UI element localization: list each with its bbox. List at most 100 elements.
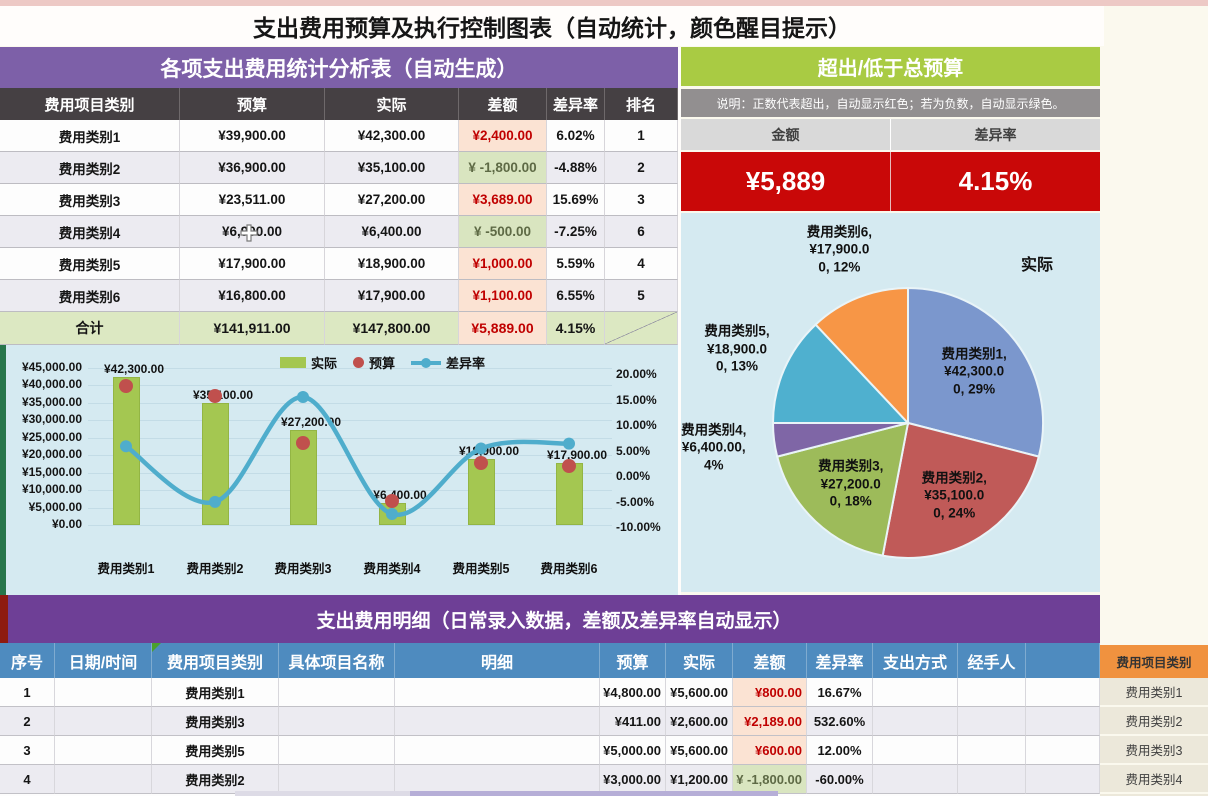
bar-actual[interactable] xyxy=(468,459,495,525)
budget-point[interactable] xyxy=(474,455,488,470)
cell-detail[interactable] xyxy=(395,765,600,794)
cell-rate[interactable]: -7.25% xyxy=(547,216,605,248)
pie-slice[interactable] xyxy=(775,421,910,557)
cell-date[interactable] xyxy=(55,765,152,794)
budget-point[interactable] xyxy=(562,459,576,474)
pie-slice[interactable] xyxy=(907,286,1044,458)
combo-chart[interactable]: ¥45,000.00 ¥40,000.00 ¥35,000.00 ¥30,000.00… xyxy=(0,345,678,595)
cell-blank[interactable] xyxy=(1026,765,1100,794)
cell-blank[interactable] xyxy=(1026,736,1100,765)
detail-column-header[interactable]: 费用项目类别 xyxy=(152,643,279,678)
cell-diff[interactable]: ¥3,689.00 xyxy=(459,184,547,216)
bottom-scroll-thumb[interactable] xyxy=(410,791,778,796)
detail-column-header[interactable]: 明细 xyxy=(395,643,600,678)
variance-line[interactable] xyxy=(0,345,678,595)
detail-column-header[interactable]: 经手人 xyxy=(958,643,1026,678)
cell-category[interactable]: 费用类别3 xyxy=(152,707,279,736)
sidebar-list-item[interactable]: 费用类别1 xyxy=(1100,678,1208,707)
cell-rate[interactable]: 532.60% xyxy=(807,707,873,736)
cell-budget[interactable]: ¥4,800.00 xyxy=(600,678,666,707)
detail-column-header[interactable] xyxy=(1026,643,1100,678)
cell-rate[interactable]: 16.67% xyxy=(807,678,873,707)
cell-no[interactable]: 1 xyxy=(0,678,55,707)
cell-budget[interactable]: ¥411.00 xyxy=(600,707,666,736)
cell-rate[interactable]: -4.88% xyxy=(547,152,605,184)
total-cell[interactable]: 4.15% xyxy=(547,312,605,345)
cell-date[interactable] xyxy=(55,678,152,707)
cell-date[interactable] xyxy=(55,707,152,736)
cell-rate[interactable]: 15.69% xyxy=(547,184,605,216)
cell-diff[interactable]: ¥ -500.00 xyxy=(459,216,547,248)
cell-diff[interactable]: ¥ -1,800.00 xyxy=(459,152,547,184)
cell-actual[interactable]: ¥6,400.00 xyxy=(325,216,459,248)
cell-rate[interactable]: 6.55% xyxy=(547,280,605,312)
cell-actual[interactable]: ¥5,600.00 xyxy=(666,736,733,765)
cell-item[interactable] xyxy=(279,678,395,707)
summary-column-header[interactable]: 排名 xyxy=(605,88,678,120)
cell-budget[interactable]: ¥5,000.00 xyxy=(600,736,666,765)
detail-column-header[interactable]: 差异率 xyxy=(807,643,873,678)
cell-handler[interactable] xyxy=(958,707,1026,736)
cell-budget[interactable]: ¥39,900.00 xyxy=(180,120,325,152)
cell-detail[interactable] xyxy=(395,707,600,736)
cell-handler[interactable] xyxy=(958,765,1026,794)
cell-rank[interactable]: 5 xyxy=(605,280,678,312)
total-cell[interactable]: ¥5,889.00 xyxy=(459,312,547,345)
cell-category[interactable]: 费用类别2 xyxy=(152,765,279,794)
cell-pay[interactable] xyxy=(873,678,958,707)
summary-column-header[interactable]: 差额 xyxy=(459,88,547,120)
pie-chart-panel[interactable]: 费用类别1, ¥42,300.0 0, 29% 费用类别2, ¥35,100.0 0, 2… xyxy=(681,213,1100,592)
cell-item[interactable] xyxy=(279,707,395,736)
budget-point[interactable] xyxy=(296,435,310,450)
cell-detail[interactable] xyxy=(395,678,600,707)
cell-no[interactable]: 3 xyxy=(0,736,55,765)
cell-handler[interactable] xyxy=(958,678,1026,707)
cell-rate[interactable]: -60.00% xyxy=(807,765,873,794)
detail-column-header[interactable]: 日期/时间 xyxy=(55,643,152,678)
detail-column-header[interactable]: 预算 xyxy=(600,643,666,678)
pie-slice[interactable] xyxy=(814,286,909,426)
cell-category[interactable]: 费用类别6 xyxy=(0,280,180,312)
cell-diff[interactable]: ¥2,189.00 xyxy=(733,707,807,736)
legend-item[interactable]: 实际 xyxy=(280,353,337,372)
cell-diff[interactable]: ¥1,000.00 xyxy=(459,248,547,280)
cell-rank[interactable]: 2 xyxy=(605,152,678,184)
cell-pay[interactable] xyxy=(873,707,958,736)
total-cell[interactable]: 合计 xyxy=(0,312,180,345)
sidebar-list-item[interactable]: 费用类别2 xyxy=(1100,707,1208,736)
summary-column-header[interactable]: 费用项目类别 xyxy=(0,88,180,120)
cell-category[interactable]: 费用类别5 xyxy=(152,736,279,765)
cell-category[interactable]: 费用类别2 xyxy=(0,152,180,184)
detail-column-header[interactable]: 实际 xyxy=(666,643,733,678)
legend-item[interactable]: 差异率 xyxy=(411,353,485,372)
summary-column-header[interactable]: 预算 xyxy=(180,88,325,120)
cell-no[interactable]: 4 xyxy=(0,765,55,794)
cell-actual[interactable]: ¥27,200.00 xyxy=(325,184,459,216)
detail-column-header[interactable]: 序号 xyxy=(0,643,55,678)
cell-diff[interactable]: ¥800.00 xyxy=(733,678,807,707)
total-cell[interactable]: ¥147,800.00 xyxy=(325,312,459,345)
cell-budget[interactable]: ¥36,900.00 xyxy=(180,152,325,184)
total-cell[interactable] xyxy=(605,312,678,345)
cell-diff[interactable]: ¥2,400.00 xyxy=(459,120,547,152)
cell-item[interactable] xyxy=(279,736,395,765)
total-cell[interactable]: ¥141,911.00 xyxy=(180,312,325,345)
summary-column-header[interactable]: 实际 xyxy=(325,88,459,120)
cell-budget[interactable]: ¥16,800.00 xyxy=(180,280,325,312)
cell-actual[interactable]: ¥42,300.00 xyxy=(325,120,459,152)
cell-actual[interactable]: ¥35,100.00 xyxy=(325,152,459,184)
cell-budget[interactable]: ¥23,511.00 xyxy=(180,184,325,216)
budget-point[interactable] xyxy=(119,378,133,393)
cell-category[interactable]: 费用类别1 xyxy=(152,678,279,707)
detail-column-header[interactable]: 差额 xyxy=(733,643,807,678)
pie-slice[interactable] xyxy=(881,421,1041,559)
sidebar-list-item[interactable]: 费用类别4 xyxy=(1100,765,1208,794)
cell-category[interactable]: 费用类别1 xyxy=(0,120,180,152)
cell-rank[interactable]: 3 xyxy=(605,184,678,216)
cell-rate[interactable]: 6.02% xyxy=(547,120,605,152)
cell-detail[interactable] xyxy=(395,736,600,765)
cell-handler[interactable] xyxy=(958,736,1026,765)
cell-diff[interactable]: ¥ -1,800.00 xyxy=(733,765,807,794)
cell-category[interactable]: 费用类别3 xyxy=(0,184,180,216)
cell-rate[interactable]: 5.59% xyxy=(547,248,605,280)
